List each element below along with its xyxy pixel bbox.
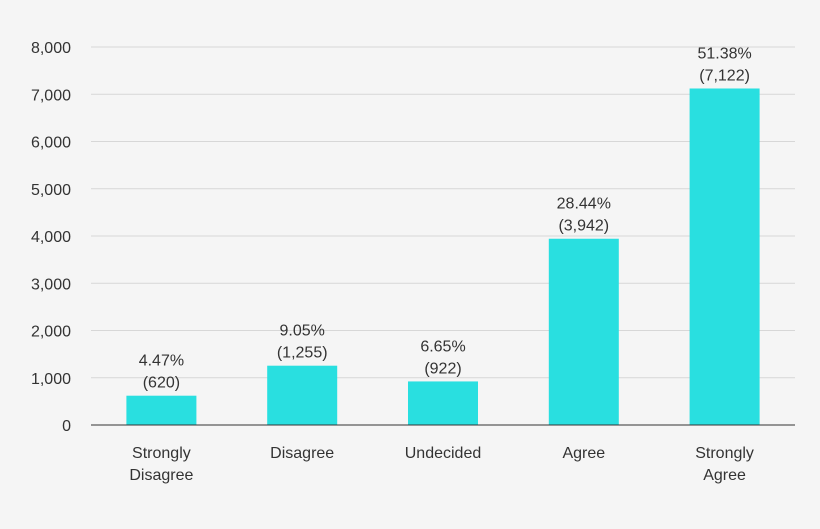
- data-label: 28.44% (3,942): [557, 196, 611, 235]
- y-tick-label: 6,000: [31, 135, 71, 152]
- bar: [689, 88, 760, 425]
- data-label-count: (3,942): [558, 218, 609, 235]
- data-label-percent: 28.44%: [557, 196, 611, 213]
- x-category-label-line: Disagree: [129, 467, 193, 484]
- y-tick-label: 4,000: [31, 229, 71, 246]
- y-axis-ticks: 0 1,000 2,000 3,000 4,000 5,000 6,000 7,000 8,00…: [31, 40, 71, 435]
- x-category-label: Disagree: [270, 445, 334, 462]
- y-tick-label: 8,000: [31, 40, 71, 57]
- y-tick-label: 5,000: [31, 182, 71, 199]
- data-label-count: (620): [143, 375, 180, 392]
- data-label-count: (922): [424, 360, 461, 377]
- data-label-count: (1,255): [277, 345, 328, 362]
- y-tick-label: 3,000: [31, 276, 71, 293]
- grid-layer: [91, 46, 795, 379]
- x-category-label-line: Undecided: [405, 445, 482, 462]
- x-category-label-line: Agree: [562, 445, 605, 462]
- data-label-count: (7,122): [699, 67, 750, 84]
- x-category-label-line: Strongly: [132, 445, 191, 462]
- x-category-label-line: Strongly: [695, 445, 754, 462]
- x-category-label: Strongly Disagree: [129, 445, 193, 484]
- data-label-layer: 4.47% (620) 9.05% (1,255) 6.65% (922) 28.44% (3…: [139, 45, 752, 391]
- bar: [126, 395, 197, 425]
- bar-layer: [126, 88, 760, 425]
- bar: [408, 381, 478, 425]
- bar: [548, 238, 619, 425]
- x-category-label-line: Agree: [703, 467, 746, 484]
- x-category-label: Strongly Agree: [695, 445, 754, 484]
- y-tick-label: 7,000: [31, 87, 71, 104]
- data-label-percent: 9.05%: [280, 323, 325, 340]
- data-label-percent: 4.47%: [139, 353, 184, 370]
- x-category-label-line: Disagree: [270, 445, 334, 462]
- y-tick-label: 1,000: [31, 371, 71, 388]
- data-label-percent: 6.65%: [420, 338, 465, 355]
- x-category-label: Undecided: [405, 445, 482, 462]
- y-tick-label: 2,000: [31, 324, 71, 341]
- x-category-label: Agree: [562, 445, 605, 462]
- data-label: 6.65% (922): [420, 338, 465, 377]
- bar: [267, 365, 338, 425]
- data-label: 9.05% (1,255): [277, 323, 328, 362]
- data-label: 4.47% (620): [139, 353, 184, 392]
- data-label: 51.38% (7,122): [697, 45, 751, 84]
- y-tick-label: 0: [62, 418, 71, 435]
- data-label-percent: 51.38%: [697, 45, 751, 62]
